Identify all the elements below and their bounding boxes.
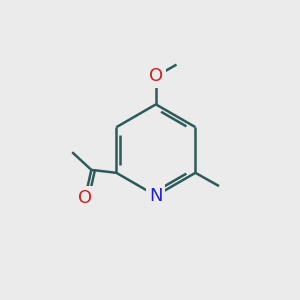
Text: N: N (149, 187, 163, 205)
Text: O: O (78, 189, 92, 207)
Text: O: O (149, 68, 163, 85)
